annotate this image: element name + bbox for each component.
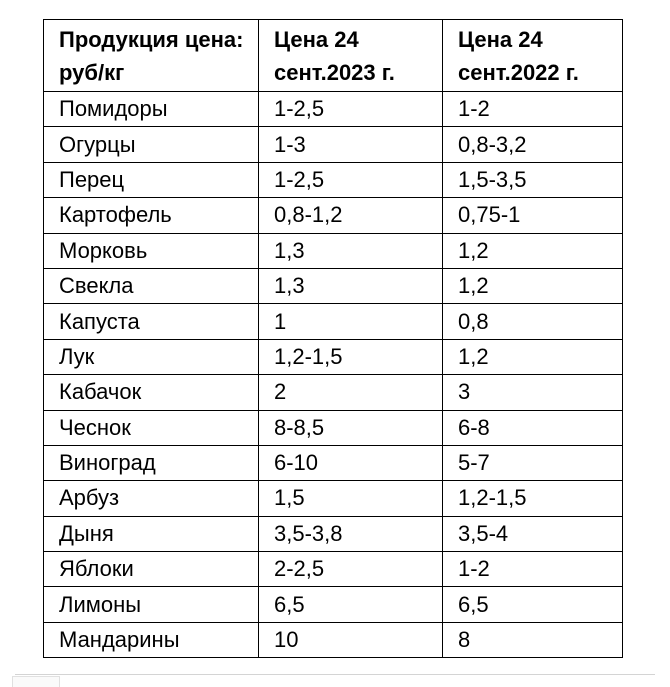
cell-product: Кабачок xyxy=(43,374,259,411)
cell-price-2022: 1,2 xyxy=(442,232,623,269)
cell-price-2023: 1-2,5 xyxy=(258,90,443,128)
cell-price-2023: 2 xyxy=(258,374,443,411)
table-row: Дыня 3,5-3,8 3,5-4 xyxy=(43,515,623,553)
cell-price-2023: 8-8,5 xyxy=(258,409,443,446)
table-row: Помидоры 1-2,5 1-2 xyxy=(43,90,623,128)
cell-price-2022: 1,2-1,5 xyxy=(442,480,623,517)
cell-price-2022: 1,5-3,5 xyxy=(442,161,623,199)
cell-price-2022: 0,8 xyxy=(442,303,623,340)
table-body: Помидоры 1-2,5 1-2 Огурцы 1-3 0,8-3,2 Перец 1-2… xyxy=(43,90,623,659)
cell-product: Чеснок xyxy=(43,409,259,446)
cell-product: Дыня xyxy=(43,515,259,553)
table-row: Огурцы 1-3 0,8-3,2 xyxy=(43,126,623,163)
header-row: Продукция цена: руб/кг Цена 24 сент.2023… xyxy=(43,19,623,92)
cell-price-2022: 1-2 xyxy=(442,90,623,128)
cell-product: Свекла xyxy=(43,267,259,305)
table-row: Свекла 1,3 1,2 xyxy=(43,267,623,305)
cell-product: Лимоны xyxy=(43,586,259,623)
cell-price-2022: 1-2 xyxy=(442,551,623,588)
cell-price-2022: 3 xyxy=(442,374,623,411)
cell-product: Морковь xyxy=(43,232,259,269)
cell-product: Огурцы xyxy=(43,126,259,163)
cell-price-2023: 2-2,5 xyxy=(258,551,443,588)
cell-price-2023: 1,5 xyxy=(258,480,443,517)
table-row: Яблоки 2-2,5 1-2 xyxy=(43,551,623,588)
table-row: Мандарины 10 8 xyxy=(43,621,623,659)
cell-price-2022: 1,2 xyxy=(442,267,623,305)
cell-price-2023: 0,8-1,2 xyxy=(258,197,443,234)
table-row: Перец 1-2,5 1,5-3,5 xyxy=(43,161,623,199)
table-row: Виноград 6-10 5-7 xyxy=(43,444,623,482)
cell-product: Арбуз xyxy=(43,480,259,517)
cell-price-2022: 3,5-4 xyxy=(442,515,623,553)
cell-price-2022: 0,75-1 xyxy=(442,197,623,234)
cell-price-2023: 1-3 xyxy=(258,126,443,163)
table-row: Лук 1,2-1,5 1,2 xyxy=(43,338,623,376)
cell-price-2023: 1,3 xyxy=(258,232,443,269)
cell-product: Яблоки xyxy=(43,551,259,588)
cell-price-2023: 6,5 xyxy=(258,586,443,623)
cell-price-2023: 1,2-1,5 xyxy=(258,338,443,376)
table-row: Капуста 1 0,8 xyxy=(43,303,623,340)
cell-price-2023: 10 xyxy=(258,621,443,659)
header-price-2022: Цена 24 сент.2022 г. xyxy=(442,19,623,92)
page-corner-mark xyxy=(12,676,60,687)
table-header: Продукция цена: руб/кг Цена 24 сент.2023… xyxy=(43,19,623,92)
cell-product: Мандарины xyxy=(43,621,259,659)
cell-product: Капуста xyxy=(43,303,259,340)
cell-product: Перец xyxy=(43,161,259,199)
cell-price-2023: 3,5-3,8 xyxy=(258,515,443,553)
cell-price-2023: 1 xyxy=(258,303,443,340)
cell-price-2022: 1,2 xyxy=(442,338,623,376)
table-row: Лимоны 6,5 6,5 xyxy=(43,586,623,623)
cell-price-2022: 0,8-3,2 xyxy=(442,126,623,163)
price-table: Продукция цена: руб/кг Цена 24 сент.2023… xyxy=(43,19,623,659)
cell-price-2023: 6-10 xyxy=(258,444,443,482)
table-row: Чеснок 8-8,5 6-8 xyxy=(43,409,623,446)
cell-price-2022: 6-8 xyxy=(442,409,623,446)
page-bottom-rule xyxy=(15,674,655,675)
cell-product: Картофель xyxy=(43,197,259,234)
cell-price-2022: 8 xyxy=(442,621,623,659)
table-row: Картофель 0,8-1,2 0,75-1 xyxy=(43,197,623,234)
cell-product: Виноград xyxy=(43,444,259,482)
table-row: Морковь 1,3 1,2 xyxy=(43,232,623,269)
header-product: Продукция цена: руб/кг xyxy=(43,19,259,92)
cell-price-2023: 1-2,5 xyxy=(258,161,443,199)
cell-product: Лук xyxy=(43,338,259,376)
table-row: Кабачок 2 3 xyxy=(43,374,623,411)
header-price-2023: Цена 24 сент.2023 г. xyxy=(258,19,443,92)
cell-price-2022: 6,5 xyxy=(442,586,623,623)
cell-price-2022: 5-7 xyxy=(442,444,623,482)
cell-price-2023: 1,3 xyxy=(258,267,443,305)
table-row: Арбуз 1,5 1,2-1,5 xyxy=(43,480,623,517)
cell-product: Помидоры xyxy=(43,90,259,128)
